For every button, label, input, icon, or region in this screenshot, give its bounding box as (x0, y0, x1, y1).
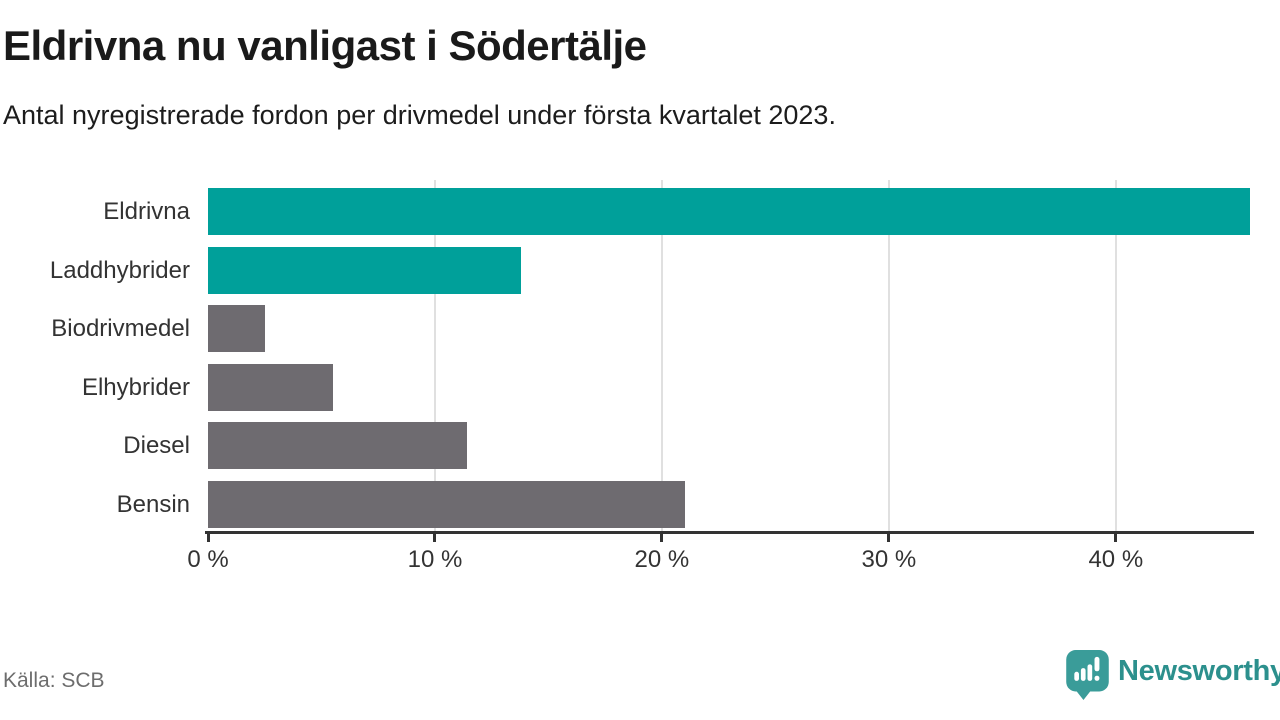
x-tick-label-20: 20 % (634, 546, 690, 573)
category-label-bensin: Bensin (116, 491, 190, 518)
x-tick-mark-10 (433, 534, 437, 542)
bar-chart-plot-area (208, 180, 1252, 531)
category-label-eldrivna: Eldrivna (103, 198, 190, 225)
gridline-40 (1114, 180, 1117, 531)
gridline-30 (887, 180, 890, 531)
gridline-20 (660, 180, 663, 531)
page-title: Eldrivna nu vanligast i Södertälje (3, 22, 647, 69)
x-tick-mark-40 (1114, 534, 1118, 542)
x-tick-mark-0 (206, 534, 210, 542)
x-tick-label-10: 10 % (407, 546, 463, 573)
source-caption: Källa: SCB (3, 669, 105, 692)
category-label-elhybrider: Elhybrider (81, 373, 190, 401)
category-label-biodrivmedel: Biodrivmedel (51, 315, 190, 343)
x-tick-label-30: 30 % (861, 546, 917, 573)
x-tick-mark-20 (660, 534, 664, 542)
x-axis-ticks: 0 % 10 % 20 % 30 % 40 % (187, 531, 1252, 591)
category-label-diesel: Diesel (123, 432, 190, 460)
bar-bensin (208, 481, 685, 528)
x-tick-mark-30 (887, 534, 891, 542)
newsworthy-logo-text: Newsworthy (1118, 654, 1280, 687)
bar-elhybrider (208, 363, 333, 411)
newsworthy-logo: Newsworthy (1066, 650, 1280, 700)
x-tick-label-40: 40 % (1088, 546, 1144, 573)
bar-biodrivmedel (208, 305, 265, 353)
bar-eldrivna (208, 188, 1250, 235)
newsworthy-logo-icon (1066, 650, 1109, 700)
bar-laddhybrider (208, 246, 522, 294)
gridline-10 (433, 180, 436, 531)
x-tick-label-0: 0 % (187, 546, 229, 573)
category-label-laddhybrider: Laddhybrider (49, 256, 190, 284)
category-axis-labels: Eldrivna Laddhybrider Biodrivmedel Elhybrid… (0, 180, 190, 531)
bar-diesel (208, 422, 467, 470)
x-axis-line (205, 531, 1254, 534)
page-subtitle: Antal nyregistrerade fordon per drivmede… (3, 100, 836, 130)
